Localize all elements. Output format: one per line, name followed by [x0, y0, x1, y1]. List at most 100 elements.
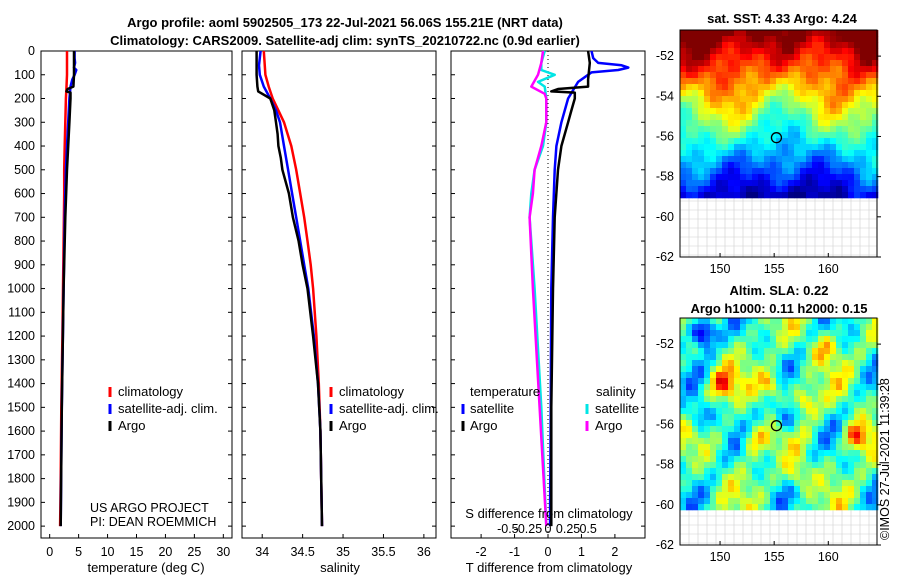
map-cell [842, 498, 849, 505]
map-cell [806, 90, 813, 97]
map-cell [710, 348, 717, 355]
map-cell [770, 444, 777, 451]
depth-tick-label: 1700 [7, 448, 35, 462]
map-cell [746, 30, 753, 37]
map-cell [734, 324, 741, 331]
map-cell [872, 486, 879, 493]
map-cell [746, 156, 753, 163]
map-cell [806, 396, 813, 403]
map-cell [782, 420, 789, 427]
map-cell [860, 360, 867, 367]
map-cell [728, 450, 735, 457]
map-cell [860, 132, 867, 139]
map-cell [830, 390, 837, 397]
map-cell [854, 342, 861, 349]
map-cell [728, 324, 735, 331]
map-cell [746, 480, 753, 487]
map-cell [842, 168, 849, 175]
legend-label: satellite-adj. clim. [118, 401, 218, 416]
map-cell [740, 336, 747, 343]
map-cell [740, 348, 747, 355]
map-cell [686, 336, 693, 343]
map-cell [692, 360, 699, 367]
map-cell [860, 126, 867, 133]
map-cell [782, 474, 789, 481]
map-cell [758, 42, 765, 49]
map-cell [788, 150, 795, 157]
map-cell [806, 66, 813, 73]
map-cell [704, 402, 711, 409]
map-cell [836, 450, 843, 457]
salinity-xtick-label: 36 [417, 545, 431, 559]
map-cell [752, 474, 759, 481]
map-cell [872, 390, 879, 397]
map-cell [842, 426, 849, 433]
map-cell [740, 378, 747, 385]
map-cell [764, 60, 771, 67]
map-cell [764, 42, 771, 49]
map-cell [824, 174, 831, 181]
map-cell [794, 180, 801, 187]
map-cell [842, 336, 849, 343]
map-cell [752, 318, 759, 325]
map-cell [818, 366, 825, 373]
map-cell [722, 426, 729, 433]
map-cell [824, 54, 831, 61]
map-cell [872, 498, 879, 505]
legend-label: satellite [470, 401, 514, 416]
map-cell [848, 174, 855, 181]
map-cell [860, 366, 867, 373]
map-cell [782, 192, 789, 199]
map-cell [788, 66, 795, 73]
map-cell [770, 114, 777, 121]
map-cell [716, 348, 723, 355]
map-cell [764, 342, 771, 349]
map-cell [812, 192, 819, 199]
map-cell [806, 366, 813, 373]
map-cell [800, 54, 807, 61]
map-cell [698, 114, 705, 121]
map-cell [794, 138, 801, 145]
map-cell [848, 492, 855, 499]
map-cell [824, 342, 831, 349]
map-cell [794, 132, 801, 139]
map-cell [866, 30, 873, 37]
map-cell [692, 372, 699, 379]
map-cell [686, 354, 693, 361]
map-cell [776, 114, 783, 121]
map-cell [770, 72, 777, 79]
salinity-diff-tick-label: 0 [545, 522, 552, 536]
map-cell [800, 108, 807, 115]
depth-tick-label: 1400 [7, 377, 35, 391]
map-cell [722, 90, 729, 97]
map-cell [830, 102, 837, 109]
map-cell [758, 60, 765, 67]
map-cell [698, 96, 705, 103]
map-cell [710, 156, 717, 163]
map-cell [866, 426, 873, 433]
map-cell [710, 84, 717, 91]
map-cell [866, 132, 873, 139]
map-cell [764, 402, 771, 409]
map-cell [782, 78, 789, 85]
map-cell [746, 174, 753, 181]
map-cell [686, 408, 693, 415]
map-cell [704, 162, 711, 169]
map-cell [686, 498, 693, 505]
map-cell [698, 144, 705, 151]
map-cell [872, 438, 879, 445]
map-cell [722, 96, 729, 103]
map-cell [770, 378, 777, 385]
map-cell [746, 360, 753, 367]
map-cell [854, 126, 861, 133]
map-cell [758, 126, 765, 133]
map-cell [734, 444, 741, 451]
map-cell [698, 414, 705, 421]
map-cell [824, 414, 831, 421]
map-cell [752, 504, 759, 511]
map-cell [698, 60, 705, 67]
map-cell [776, 384, 783, 391]
map-cell [692, 90, 699, 97]
map-cell [680, 48, 687, 55]
map-cell [716, 120, 723, 127]
